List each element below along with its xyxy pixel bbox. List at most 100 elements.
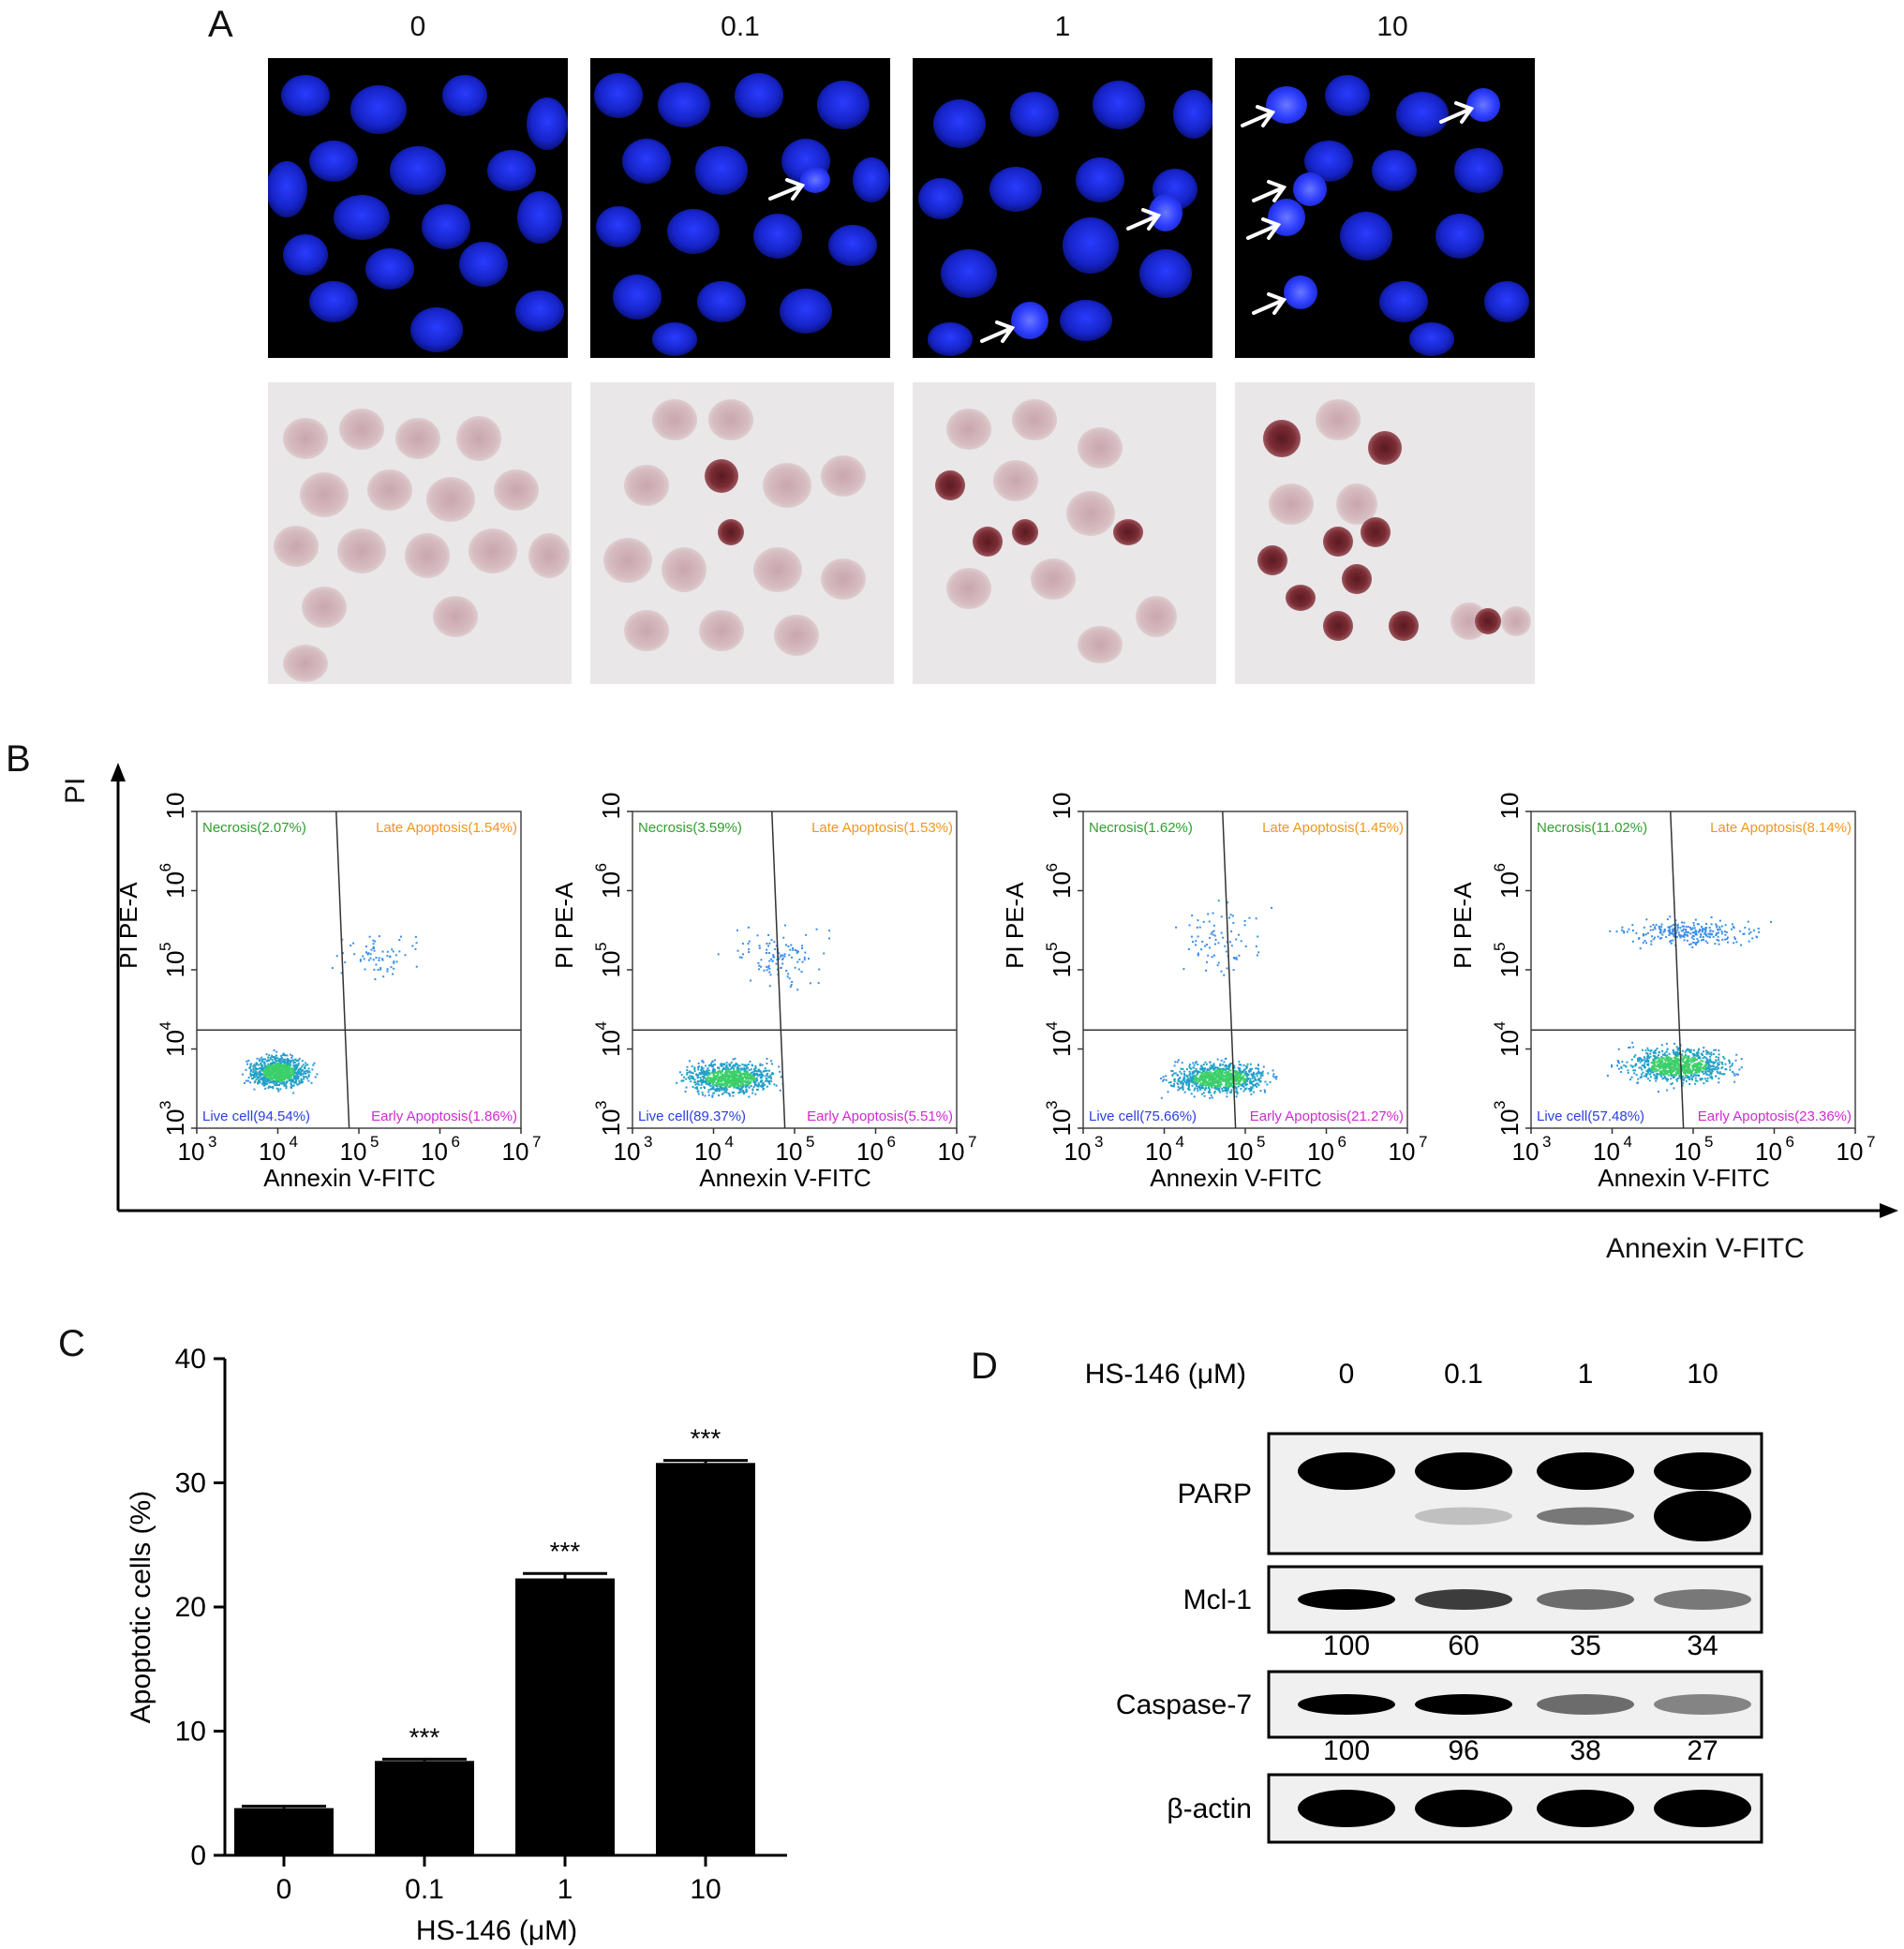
- y-tick-exp-1-3: 6: [592, 863, 610, 871]
- y-tick-label-0: 0: [190, 1840, 206, 1871]
- blot-quant-1-2: 35: [1569, 1630, 1600, 1661]
- x-tick-exp-0-0: 3: [208, 1133, 216, 1151]
- hoechst-image-0: [268, 58, 568, 358]
- flow-plot-3: 10 Necrosis(11.02%) Late Apoptosis(8.14%) L…: [1449, 793, 1875, 1192]
- flow-plot-1: 0.1 Necrosis(3.59%) Late Apoptosis(1.53%) L…: [550, 793, 976, 1192]
- x-tick-exp-1-1: 4: [725, 1133, 734, 1151]
- y-tick-label-1-1: 10: [597, 1030, 625, 1057]
- x-tick-exp-2-2: 5: [1257, 1133, 1265, 1151]
- y-tick-label-2: 20: [175, 1592, 206, 1623]
- x-tick-label-1-0: 10: [614, 1138, 641, 1166]
- hoechst-image-3: [1235, 58, 1535, 358]
- y-tick-exp-0-3: 6: [156, 863, 174, 871]
- band-3-0-0: [1298, 1790, 1395, 1827]
- live-cell-label-0: Live cell(94.54%): [202, 1108, 310, 1124]
- band-3-0-1: [1415, 1790, 1512, 1827]
- necrosis-label-0: Necrosis(2.07%): [202, 820, 306, 836]
- significance-label-1: ***: [409, 1722, 440, 1751]
- band-0-1-1: [1415, 1507, 1512, 1525]
- blot-1: [1267, 1565, 1763, 1634]
- x-tick-exp-3-4: 7: [1867, 1133, 1875, 1151]
- flow-x-axis-label-3: Annexin V-FITC: [1598, 1164, 1770, 1192]
- y-tick-label-2-0: 10: [1048, 1109, 1076, 1137]
- band-1-0-0: [1298, 1589, 1395, 1610]
- late-apoptosis-label-3: Late Apoptosis(8.14%): [1710, 820, 1852, 836]
- early-apoptosis-label-0: Early Apoptosis(1.86%): [371, 1108, 517, 1124]
- x-tick-label-3-0: 10: [1512, 1138, 1540, 1166]
- band-0-0-0: [1298, 1452, 1395, 1490]
- flow-y-axis-label-2: PI PE-A: [1001, 882, 1029, 969]
- blot-name-0: PARP: [1178, 1479, 1252, 1510]
- bar-2: [515, 1578, 615, 1855]
- blot-quant-2-2: 38: [1569, 1735, 1600, 1766]
- x-tick-exp-3-1: 4: [1624, 1133, 1632, 1151]
- x-tick-exp-2-1: 4: [1176, 1133, 1184, 1151]
- flow-y-axis-label-3: PI PE-A: [1449, 882, 1477, 969]
- tunel-image-3: [1235, 382, 1535, 684]
- y-tick-label-1-0: 10: [597, 1109, 625, 1137]
- panel-a-dose-1: 0.1: [721, 11, 760, 42]
- x-tick-exp-2-0: 3: [1094, 1133, 1103, 1151]
- x-tick-exp-3-2: 5: [1704, 1133, 1713, 1151]
- y-tick-label-1-2: 10: [597, 951, 625, 978]
- blot-name-1: Mcl-1: [1183, 1584, 1252, 1615]
- tunel-image-0: [268, 382, 572, 684]
- blot-quant-2-0: 100: [1323, 1735, 1370, 1766]
- band-1-0-3: [1654, 1589, 1751, 1610]
- band-2-0-3: [1654, 1694, 1751, 1715]
- tunel-image-1: [590, 382, 894, 684]
- late-apoptosis-label-2: Late Apoptosis(1.45%): [1262, 820, 1404, 836]
- y-tick-label-3: 30: [175, 1468, 206, 1499]
- panel-d-letter: D: [971, 1346, 998, 1387]
- band-0-0-2: [1537, 1452, 1634, 1490]
- bar-3: [656, 1463, 755, 1855]
- y-tick-exp-3-1: 4: [1491, 1021, 1509, 1030]
- blot-name-3: β-actin: [1167, 1793, 1252, 1824]
- panel-a-dose-2: 1: [1054, 11, 1071, 42]
- y-tick-exp-3-3: 6: [1491, 863, 1509, 871]
- flow-x-axis-label-1: Annexin V-FITC: [699, 1164, 871, 1192]
- live-cell-label-1: Live cell(89.37%): [638, 1108, 746, 1124]
- x-tick-label-0-0: 10: [178, 1138, 205, 1166]
- panel-a-letter: A: [208, 4, 233, 45]
- x-tick-label-1: 0.1: [405, 1874, 444, 1905]
- bar-0: [234, 1808, 334, 1855]
- blot-quant-2-3: 27: [1687, 1735, 1718, 1766]
- panel-b-letter: B: [6, 738, 31, 780]
- panel-a-dose-3: 10: [1376, 11, 1408, 42]
- early-apoptosis-label-3: Early Apoptosis(23.36%): [1698, 1108, 1852, 1124]
- live-cell-label-3: Live cell(57.48%): [1537, 1108, 1644, 1124]
- band-0-0-3: [1654, 1452, 1751, 1490]
- panel-c-letter: C: [58, 1323, 85, 1364]
- blot-dose-label-2: 1: [1578, 1359, 1594, 1390]
- flow-y-axis-label-0: PI PE-A: [114, 882, 142, 969]
- flow-dose-label-0: 0: [351, 793, 367, 797]
- y-tick-label-2-1: 10: [1048, 1030, 1076, 1057]
- band-2-0-0: [1298, 1694, 1395, 1715]
- x-tick-label-2: 1: [558, 1874, 573, 1905]
- y-tick-label-1: 10: [175, 1717, 206, 1748]
- flow-dots-0: [241, 935, 418, 1094]
- y-tick-exp-2-3: 6: [1043, 863, 1061, 871]
- y-tick-label-3-0: 10: [1495, 1109, 1524, 1137]
- band-2-0-2: [1537, 1694, 1634, 1715]
- panel-a-dose-0: 0: [409, 11, 426, 42]
- panel-b-outer-y-label: PI: [60, 777, 91, 804]
- y-tick-exp-1-1: 4: [592, 1021, 610, 1030]
- y-tick-label-1-3: 10: [597, 871, 625, 899]
- flow-dose-label-3: 10: [1677, 793, 1708, 797]
- bar-1: [375, 1761, 474, 1855]
- live-cell-label-2: Live cell(75.66%): [1089, 1108, 1197, 1124]
- blot-quant-1-3: 34: [1687, 1630, 1718, 1661]
- y-tick-exp-0-0: 3: [156, 1101, 174, 1109]
- y-tick-exp-2-0: 3: [1043, 1101, 1061, 1109]
- x-tick-exp-3-0: 3: [1542, 1133, 1551, 1151]
- x-tick-label-0-1: 10: [259, 1138, 286, 1166]
- x-tick-label-2-2: 10: [1227, 1138, 1254, 1166]
- flow-plot-2: 1 Necrosis(1.62%) Late Apoptosis(1.45%) Liv…: [1001, 793, 1427, 1192]
- y-tick-label-0-4: 10: [161, 793, 189, 819]
- blot-quant-1-0: 100: [1323, 1630, 1370, 1661]
- x-tick-exp-0-4: 7: [532, 1133, 541, 1151]
- y-tick-exp-3-2: 5: [1491, 943, 1509, 951]
- band-2-0-1: [1415, 1694, 1512, 1715]
